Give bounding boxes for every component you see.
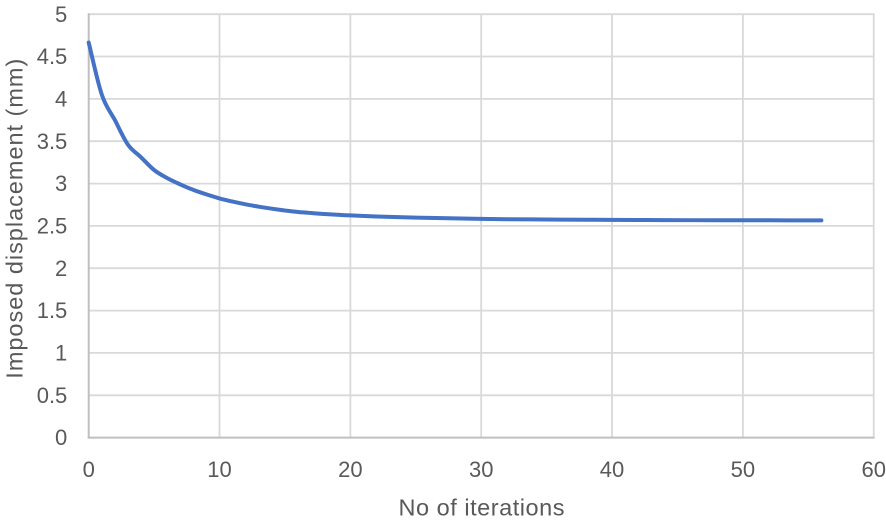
svg-text:3: 3	[55, 171, 67, 196]
svg-text:4: 4	[55, 87, 67, 112]
svg-text:2: 2	[55, 256, 67, 281]
svg-text:40: 40	[600, 457, 624, 482]
svg-text:Imposed displacement (mm): Imposed displacement (mm)	[2, 59, 28, 379]
svg-text:1: 1	[55, 341, 67, 366]
svg-text:2.5: 2.5	[37, 214, 68, 239]
svg-text:0.5: 0.5	[37, 383, 68, 408]
svg-text:3.5: 3.5	[37, 129, 68, 154]
svg-text:0: 0	[55, 425, 67, 450]
svg-text:4.5: 4.5	[37, 44, 68, 69]
svg-text:30: 30	[469, 457, 493, 482]
svg-text:50: 50	[731, 457, 755, 482]
svg-text:1.5: 1.5	[37, 298, 68, 323]
svg-text:No of iterations: No of iterations	[399, 495, 565, 521]
svg-text:5: 5	[55, 2, 67, 27]
svg-text:60: 60	[861, 457, 885, 482]
svg-text:0: 0	[83, 457, 95, 482]
svg-text:20: 20	[338, 457, 362, 482]
svg-text:10: 10	[207, 457, 231, 482]
